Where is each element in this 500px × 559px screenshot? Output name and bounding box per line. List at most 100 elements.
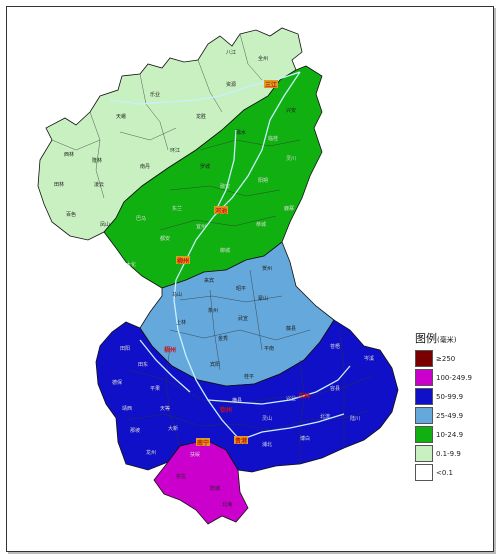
place-label: 蒙山 xyxy=(258,295,268,302)
place-label: 灵山 xyxy=(262,415,272,422)
place-label: 百色 xyxy=(66,211,76,218)
legend-item: 50-99.9 xyxy=(415,387,489,406)
place-label: 崇左 xyxy=(176,473,186,480)
legend-title: 图例(毫米) xyxy=(415,332,457,345)
place-label: 隆林 xyxy=(92,157,102,164)
city-label-liu-zhou: 柳州 xyxy=(177,257,189,265)
place-label: 岑溪 xyxy=(364,355,374,362)
place-label: 浦北 xyxy=(262,441,272,448)
place-label: 阳朔 xyxy=(258,177,268,184)
legend-swatch xyxy=(415,350,433,367)
legend-label: 0.1-9.9 xyxy=(436,449,461,458)
legend-unit: (毫米) xyxy=(437,336,457,344)
legend-swatch xyxy=(415,464,433,481)
place-label: 融安 xyxy=(220,183,230,190)
place-label: 龙胜 xyxy=(196,113,206,120)
legend-label: ≥250 xyxy=(436,354,456,363)
place-label light: 融水 xyxy=(236,129,246,136)
place-label: 扶绥 xyxy=(190,451,200,458)
place-label: 都安 xyxy=(160,235,170,242)
legend-swatch xyxy=(415,407,433,424)
legend: 图例(毫米) ≥250 100-249.9 50-99.9 25-49.9 10-24.… xyxy=(415,330,489,482)
city-label-nan-ning: 南宁 xyxy=(197,439,209,447)
place-label: 天峨 xyxy=(116,113,126,120)
place-label: 八江 xyxy=(226,49,236,56)
place-label: 临桂 xyxy=(268,135,278,142)
place-label: 平南 xyxy=(264,345,274,352)
place-label: 乐业 xyxy=(150,91,160,98)
region-50-99.9 xyxy=(95,319,399,473)
place-label: 东兰 xyxy=(172,205,182,212)
city-label-gui-gang: 贵港 xyxy=(235,437,248,445)
legend-item: 100-249.9 xyxy=(415,368,489,387)
place-label: 凤山 xyxy=(100,221,110,228)
place-labels: 八江 全州 资源 兴安 龙胜 乐业 天峨 西林 隆林 南丹 田林 凌云 百色 凤… xyxy=(54,49,374,508)
place-label: 田东 xyxy=(138,361,148,368)
county-boundaries xyxy=(51,33,373,464)
legend-swatch xyxy=(415,445,433,462)
legend-item: ≥250 xyxy=(415,349,489,368)
city-label-yu-lin: 玉林 xyxy=(298,392,310,400)
place-label: 藤县 xyxy=(286,325,296,332)
place-label: 灵川 xyxy=(286,156,296,162)
place-label: 兴业 xyxy=(286,395,296,402)
city-label-he-chi: 河池 xyxy=(215,207,227,215)
legend-label: <0.1 xyxy=(436,468,453,477)
legend-label: 50-99.9 xyxy=(436,392,464,401)
place-label: 金秀 xyxy=(218,335,228,342)
legend-rows: ≥250 100-249.9 50-99.9 25-49.9 10-24.9 0.1-9.… xyxy=(415,349,489,482)
legend-item: 10-24.9 xyxy=(415,425,489,444)
legend-swatch xyxy=(415,388,433,405)
place-label: 防城 xyxy=(210,485,220,492)
rivers xyxy=(109,71,351,441)
place-label: 大新 xyxy=(168,425,178,432)
place-label: 资源 xyxy=(226,81,236,88)
place-label: 那坡 xyxy=(130,427,140,434)
place-label: 恭城 xyxy=(256,221,266,228)
region-100-249.9 xyxy=(153,439,249,525)
place-label: 宾阳 xyxy=(210,361,220,368)
place-label: 全州 xyxy=(258,55,268,62)
legend-swatch xyxy=(415,369,433,386)
city-labels: 三江 河池 柳州 南宁 贵港 梧州 玉林 钦州 xyxy=(164,80,310,447)
place-label: 贺州 xyxy=(262,265,272,272)
place-label: 博白 xyxy=(300,435,310,442)
place-label: 武宣 xyxy=(238,315,248,322)
place-label: 上林 xyxy=(176,319,186,326)
place-label: 兴安 xyxy=(286,107,296,114)
legend-item: <0.1 xyxy=(415,463,489,482)
legend-label: 10-24.9 xyxy=(436,430,464,439)
place-label: 北流 xyxy=(320,413,330,420)
place-label: 横县 xyxy=(232,397,242,404)
place-label: 苍梧 xyxy=(330,343,340,350)
city-label-san-jiang: 三江 xyxy=(265,81,277,89)
legend-item: 25-49.9 xyxy=(415,406,489,425)
place-label: 昭平 xyxy=(236,286,246,292)
place-label: 容县 xyxy=(330,385,340,392)
place-label: 罗城 xyxy=(200,163,210,170)
city-label-qin-zhou: 钦州 xyxy=(220,406,232,414)
place-label: 龙州 xyxy=(146,449,156,456)
place-label: 平果 xyxy=(150,386,160,392)
place-label: 凌云 xyxy=(94,181,104,188)
place-label: 德保 xyxy=(112,379,122,386)
legend-item: 0.1-9.9 xyxy=(415,444,489,463)
place-label: 大化 xyxy=(126,261,136,268)
place-label: 西林 xyxy=(64,151,74,158)
place-label: 鹿寨 xyxy=(284,205,294,212)
place-label: 环江 xyxy=(170,147,180,154)
place-label: 马山 xyxy=(172,291,182,298)
place-label: 天等 xyxy=(160,405,170,412)
place-label: 象州 xyxy=(208,307,218,314)
place-label: 来宾 xyxy=(204,277,214,284)
legend-swatch xyxy=(415,426,433,443)
legend-label: 100-249.9 xyxy=(436,373,472,382)
place-label: 北海 xyxy=(222,501,232,508)
city-label-wu-zhou: 梧州 xyxy=(164,346,176,354)
place-label: 桂平 xyxy=(244,373,254,380)
legend-label: 25-49.9 xyxy=(436,411,464,420)
place-label: 巴马 xyxy=(136,215,146,222)
place-label: 陆川 xyxy=(350,415,360,422)
place-label: 田林 xyxy=(54,181,64,188)
